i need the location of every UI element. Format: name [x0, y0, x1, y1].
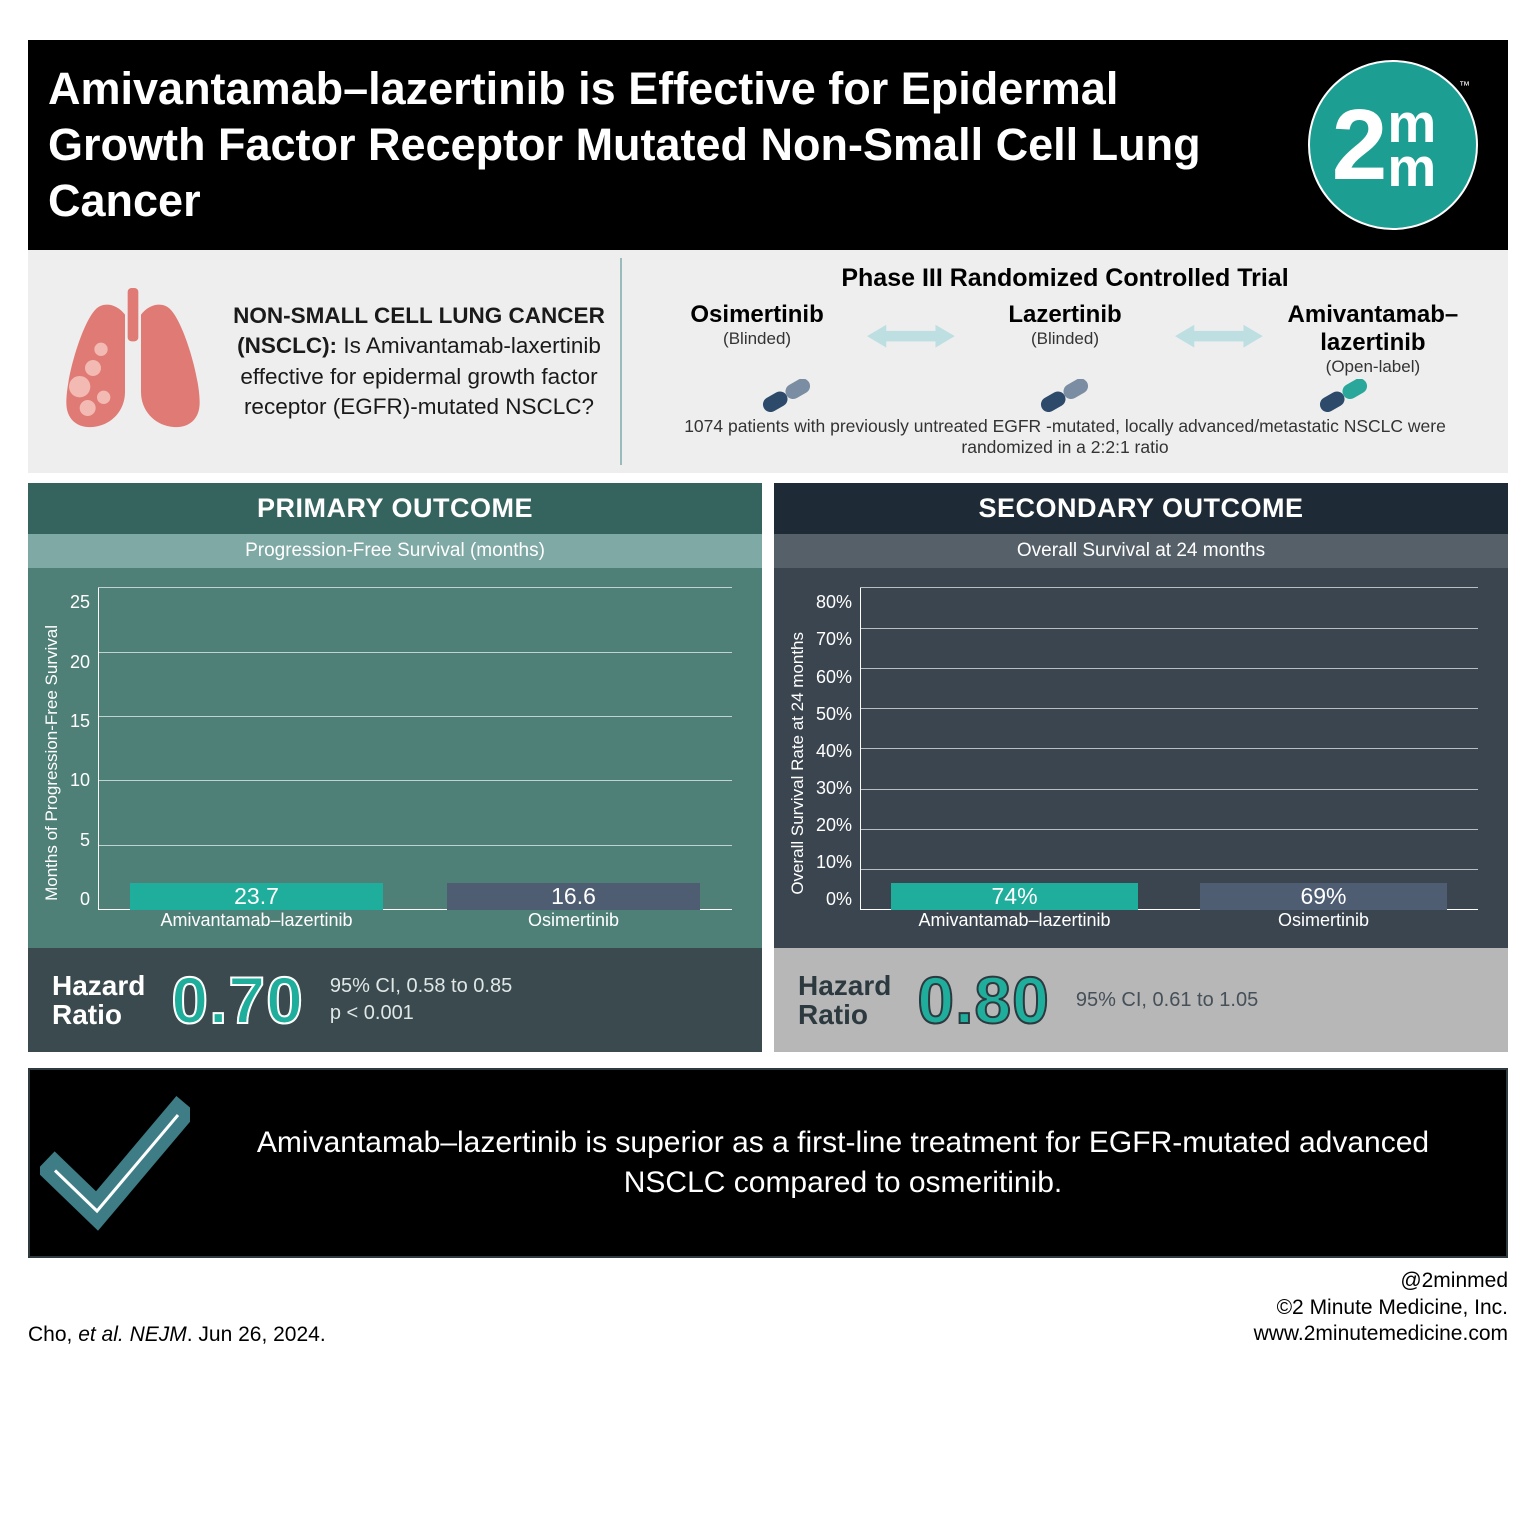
logo-tm: ™ — [1459, 80, 1470, 92]
y-tick: 70% — [816, 629, 852, 650]
secondary-title: SECONDARY OUTCOME — [774, 483, 1508, 534]
bar: 69% — [1200, 883, 1447, 910]
y-tick: 80% — [816, 592, 852, 613]
secondary-hazard-ratio: HazardRatio 0.80 95% CI, 0.61 to 1.05 — [774, 948, 1508, 1052]
hr-label: HazardRatio — [52, 971, 145, 1030]
trial-footnote: 1074 patients with previously untreated … — [647, 416, 1483, 460]
primary-ylabel: Months of Progression-Free Survival — [42, 625, 62, 901]
y-tick: 5 — [70, 830, 90, 851]
primary-title: PRIMARY OUTCOME — [28, 483, 762, 534]
y-tick: 10 — [70, 770, 90, 791]
y-tick: 10% — [816, 852, 852, 873]
secondary-hr-stats: 95% CI, 0.61 to 1.05 — [1076, 987, 1258, 1014]
citation: Cho, et al. NEJM. Jun 26, 2024. — [28, 1323, 326, 1347]
secondary-subtitle: Overall Survival at 24 months — [774, 534, 1508, 568]
attribution: @2minmed ©2 Minute Medicine, Inc. www.2m… — [1254, 1268, 1508, 1347]
double-arrow-icon — [867, 323, 955, 349]
footer: Cho, et al. NEJM. Jun 26, 2024. @2minmed… — [28, 1268, 1508, 1347]
y-tick: 0% — [816, 889, 852, 910]
x-label: Osimertinib — [1188, 910, 1460, 931]
y-tick: 40% — [816, 741, 852, 762]
bar-value: 23.7 — [130, 883, 384, 910]
pill-icon — [754, 379, 819, 412]
bar: 23.7 — [130, 883, 384, 910]
y-tick: 0 — [70, 889, 90, 910]
y-tick: 20 — [70, 652, 90, 673]
primary-chart: Months of Progression-Free Survival 25 20… — [28, 568, 762, 948]
primary-hr-value: 0.70 — [171, 962, 303, 1038]
x-label: Amivantamab–lazertinib — [879, 910, 1151, 931]
primary-subtitle: Progression-Free Survival (months) — [28, 534, 762, 568]
clinical-question: NON-SMALL CELL LUNG CANCER (NSCLC): Is A… — [233, 301, 605, 423]
y-tick: 60% — [816, 667, 852, 688]
pill-icon — [1032, 379, 1097, 412]
y-tick: 15 — [70, 711, 90, 732]
trial-design-block: Phase III Randomized Controlled Trial Os… — [632, 258, 1498, 465]
pill-icon — [1311, 379, 1376, 412]
top-spacer — [28, 20, 1508, 40]
y-tick: 20% — [816, 815, 852, 836]
arm-lazertinib: Lazertinib (Blinded) — [955, 301, 1175, 349]
arm-osimertinib: Osimertinib (Blinded) — [647, 301, 867, 349]
logo-mm: m m — [1387, 101, 1436, 189]
primary-outcome-panel: PRIMARY OUTCOME Progression-Free Surviva… — [28, 483, 762, 1052]
secondary-y-axis: 80% 70% 60% 50% 40% 30% 20% 10% 0% — [816, 588, 860, 938]
trial-arms: Osimertinib (Blinded) Lazertinib (Blinde… — [647, 301, 1483, 377]
header-bar: Amivantamab–lazertinib is Effective for … — [28, 40, 1508, 250]
primary-hazard-ratio: HazardRatio 0.70 95% CI, 0.58 to 0.85 p … — [28, 948, 762, 1052]
intro-question-block: NON-SMALL CELL LUNG CANCER (NSCLC): Is A… — [38, 258, 622, 465]
x-label: Osimertinib — [434, 910, 713, 931]
intro-row: NON-SMALL CELL LUNG CANCER (NSCLC): Is A… — [28, 250, 1508, 473]
arm-amivantamab-lazertinib: Amivantamab–lazertinib (Open-label) — [1263, 301, 1483, 377]
bar: 16.6 — [447, 883, 701, 910]
conclusion-bar: Amivantamab–lazertinib is superior as a … — [28, 1068, 1508, 1258]
bar-value: 69% — [1200, 883, 1447, 910]
page-title: Amivantamab–lazertinib is Effective for … — [48, 61, 1288, 230]
lungs-icon — [53, 288, 213, 435]
primary-hr-stats: 95% CI, 0.58 to 0.85 p < 0.001 — [330, 973, 512, 1027]
y-tick: 30% — [816, 778, 852, 799]
conclusion-text: Amivantamab–lazertinib is superior as a … — [210, 1123, 1476, 1204]
secondary-outcome-panel: SECONDARY OUTCOME Overall Survival at 24… — [774, 483, 1508, 1052]
hr-label: HazardRatio — [798, 971, 891, 1030]
bar-value: 74% — [891, 883, 1138, 910]
trial-title: Phase III Randomized Controlled Trial — [647, 264, 1483, 293]
primary-y-axis: 25 20 15 10 5 0 — [70, 588, 98, 938]
pill-row — [647, 379, 1483, 412]
double-arrow-icon — [1175, 323, 1263, 349]
logo-2mm: 2 m m ™ — [1308, 60, 1478, 230]
secondary-chart: Overall Survival Rate at 24 months 80% 70… — [774, 568, 1508, 948]
x-label: Amivantamab–lazertinib — [117, 910, 396, 931]
bar-value: 16.6 — [447, 883, 701, 910]
secondary-hr-value: 0.80 — [917, 962, 1049, 1038]
secondary-ylabel: Overall Survival Rate at 24 months — [788, 632, 808, 895]
checkmark-icon — [40, 1088, 190, 1238]
y-tick: 50% — [816, 704, 852, 725]
bar: 74% — [891, 883, 1138, 910]
logo-two: 2 — [1332, 95, 1388, 195]
y-tick: 25 — [70, 592, 90, 613]
outcomes-row: PRIMARY OUTCOME Progression-Free Surviva… — [28, 483, 1508, 1052]
